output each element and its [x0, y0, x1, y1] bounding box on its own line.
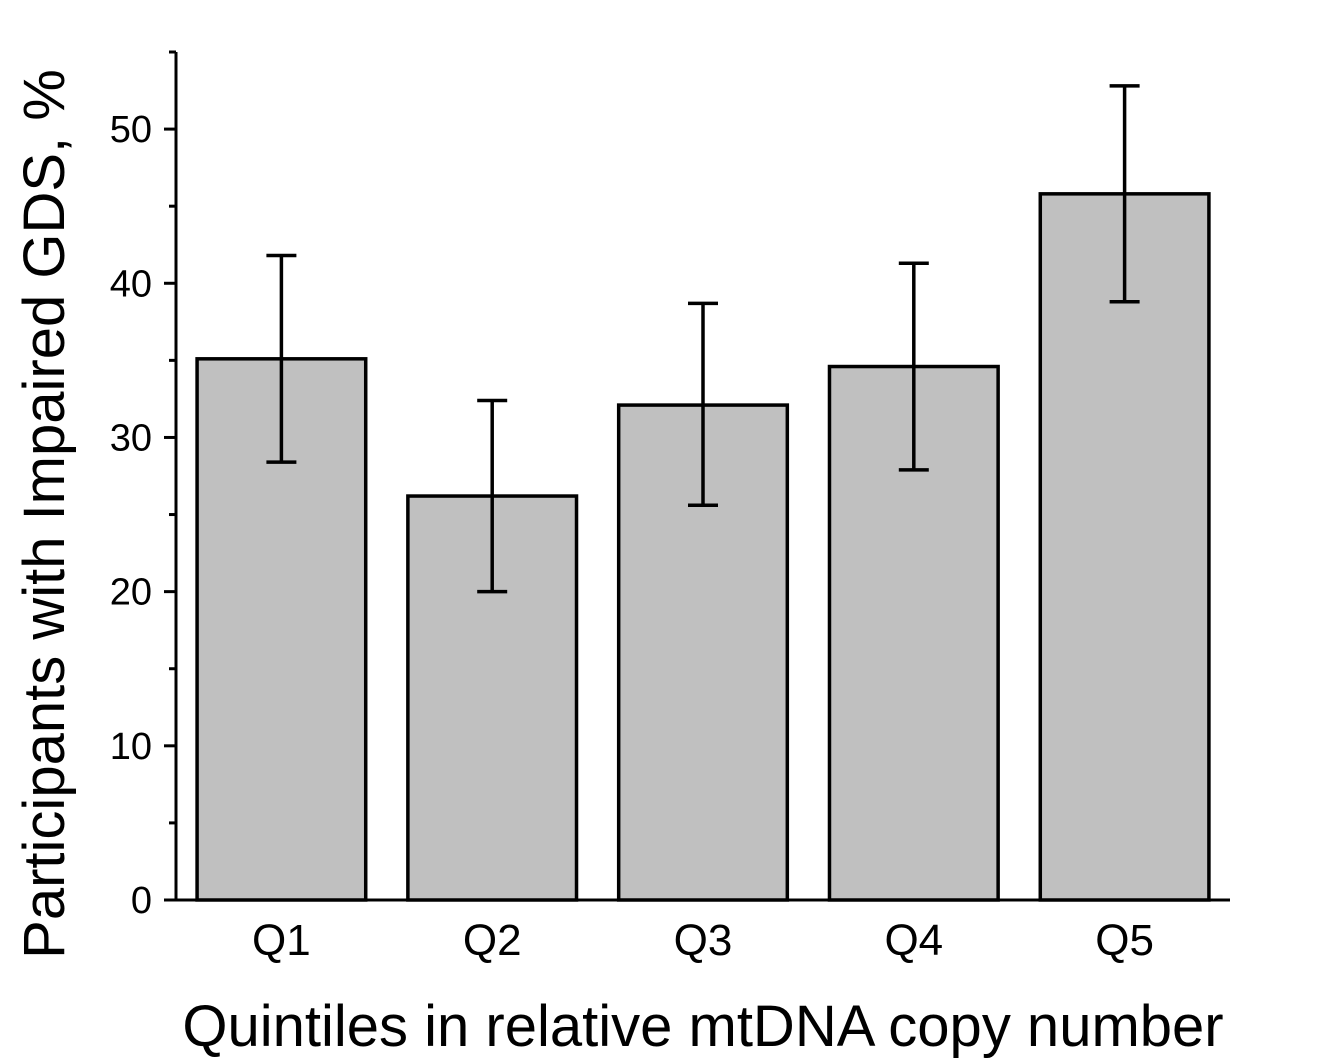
y-tick-label-0: 0	[131, 880, 152, 922]
axes-layer	[174, 52, 1230, 902]
y-tick-label-10: 10	[110, 726, 152, 768]
x-axis-title: Quintiles in relative mtDNA copy number	[182, 994, 1223, 1059]
x-labels-layer: Q1 Q2 Q3 Q4 Q5	[252, 916, 1154, 965]
x-tick-label-q4: Q4	[884, 916, 943, 965]
bars-layer	[195, 192, 1211, 902]
x-tick-label-q2: Q2	[463, 916, 522, 965]
x-tick-label-q1: Q1	[252, 916, 311, 965]
y-tick-label-40: 40	[110, 263, 152, 305]
error-bar-q4	[898, 261, 929, 472]
error-bar-q5	[1109, 84, 1140, 304]
x-tick-label-q5: Q5	[1095, 916, 1154, 965]
y-axis-title: Participants with Impaired GDS, %	[12, 69, 77, 959]
y-tick-label-30: 30	[110, 417, 152, 459]
y-tick-label-20: 20	[110, 572, 152, 614]
y-ticks-layer: 0 10 20 30 40 50	[110, 50, 176, 922]
x-tick-label-q3: Q3	[674, 916, 733, 965]
error-bar-q3	[688, 301, 718, 508]
bar-q5	[1038, 192, 1211, 902]
error-bars-layer	[266, 84, 1140, 594]
error-bar-q2	[477, 398, 508, 594]
y-tick-label-50: 50	[110, 109, 152, 151]
error-bar-q1	[266, 253, 297, 464]
